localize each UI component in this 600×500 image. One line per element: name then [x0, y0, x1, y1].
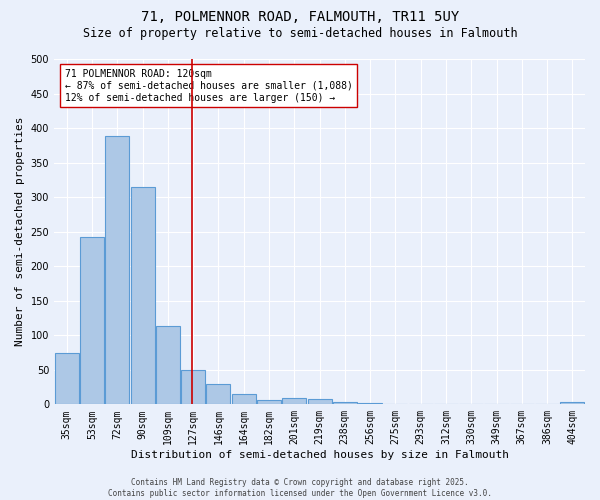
Text: Size of property relative to semi-detached houses in Falmouth: Size of property relative to semi-detach… [83, 28, 517, 40]
Bar [156, 326, 180, 404]
X-axis label: Distribution of semi-detached houses by size in Falmouth: Distribution of semi-detached houses by … [131, 450, 509, 460]
Bar [308, 400, 332, 404]
Bar [181, 370, 205, 404]
Bar [80, 236, 104, 404]
Text: 71 POLMENNOR ROAD: 120sqm
← 87% of semi-detached houses are smaller (1,088)
12% : 71 POLMENNOR ROAD: 120sqm ← 87% of semi-… [65, 70, 353, 102]
Text: Contains HM Land Registry data © Crown copyright and database right 2025.
Contai: Contains HM Land Registry data © Crown c… [108, 478, 492, 498]
Bar [105, 136, 129, 404]
Bar [131, 187, 155, 404]
Bar [55, 353, 79, 405]
Bar [560, 402, 584, 404]
Text: 71, POLMENNOR ROAD, FALMOUTH, TR11 5UY: 71, POLMENNOR ROAD, FALMOUTH, TR11 5UY [141, 10, 459, 24]
Bar [282, 398, 306, 404]
Bar [333, 402, 357, 404]
Bar [358, 403, 382, 404]
Bar [257, 400, 281, 404]
Y-axis label: Number of semi-detached properties: Number of semi-detached properties [15, 117, 25, 346]
Bar [232, 394, 256, 404]
Bar [206, 384, 230, 404]
